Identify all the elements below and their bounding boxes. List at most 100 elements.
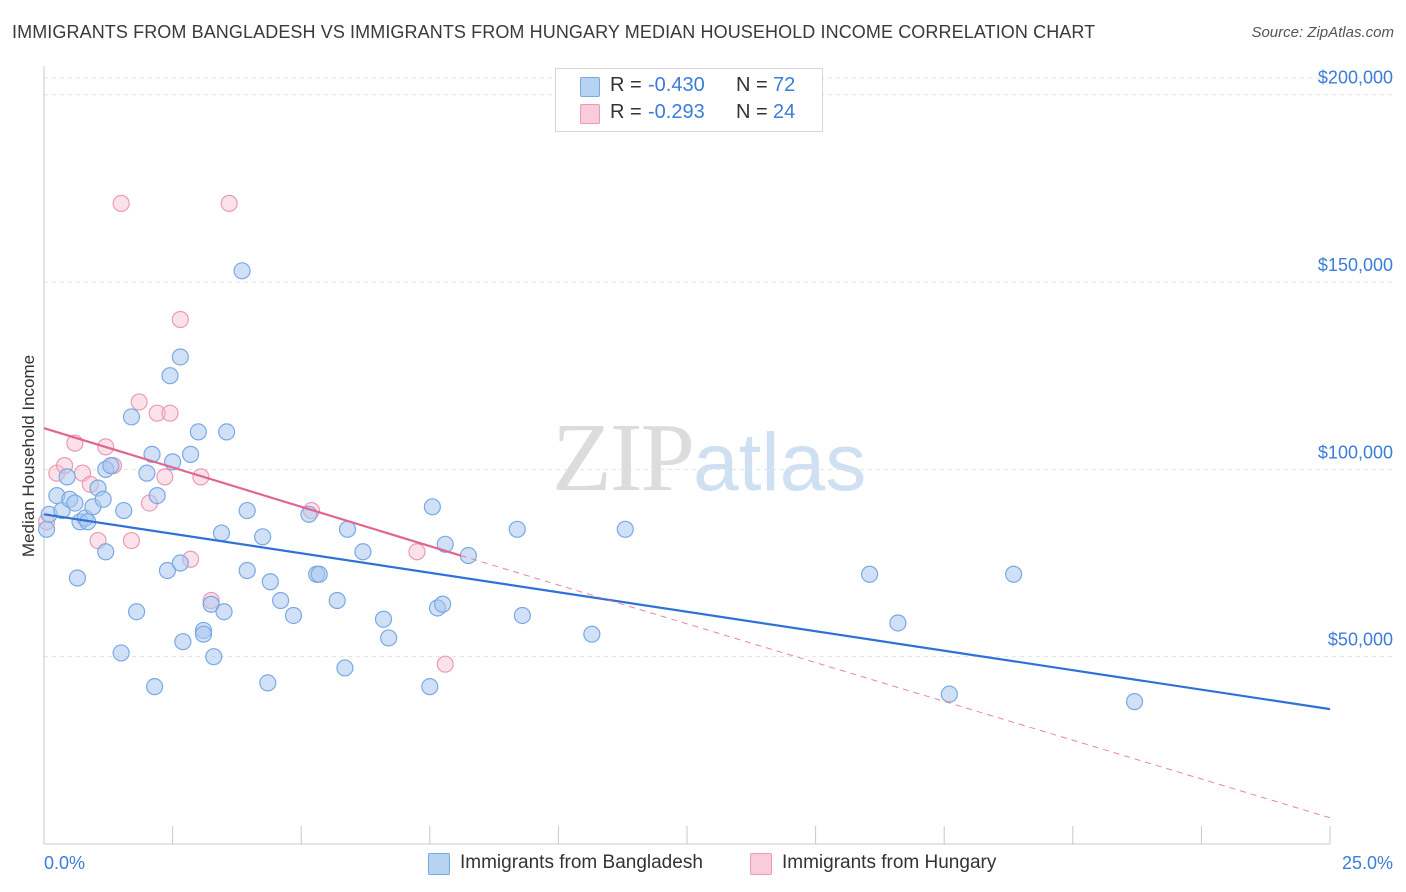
- hungary-point: [156, 468, 174, 486]
- hungary-point: [130, 393, 148, 411]
- bangladesh-point: [161, 367, 179, 385]
- hungary-point: [220, 194, 238, 212]
- tick-labels: $50,000 $100,000 $150,000 $200,000 0.0% 25.0%: [44, 68, 1393, 873]
- bottom-legend-swatch-blue: [428, 853, 450, 875]
- bangladesh-point: [616, 520, 634, 538]
- source-credit: Source: ZipAtlas.com: [1251, 24, 1394, 41]
- legend-n-value: 72: [773, 74, 796, 96]
- bangladesh-point: [423, 498, 441, 516]
- bangladesh-point: [145, 678, 164, 696]
- bangladesh-point: [218, 423, 236, 441]
- bangladesh-point: [1125, 693, 1144, 711]
- bangladesh-point: [233, 262, 251, 280]
- bangladesh-point: [259, 674, 277, 692]
- bangladesh-point: [238, 561, 256, 580]
- bangladesh-point: [508, 520, 526, 538]
- y-tick-label: $150,000: [1318, 255, 1393, 275]
- hungary-point: [122, 531, 141, 550]
- bangladesh-point: [194, 625, 213, 643]
- bangladesh-point: [272, 591, 290, 610]
- bangladesh-point: [102, 457, 120, 475]
- bangladesh-point: [336, 659, 354, 677]
- bangladesh-point: [261, 573, 279, 591]
- bangladesh-point: [37, 520, 56, 538]
- legend-r-label: R =: [610, 74, 642, 96]
- x-tick-label: 25.0%: [1342, 853, 1393, 873]
- bangladesh-point: [174, 633, 192, 651]
- bangladesh-point: [436, 535, 454, 553]
- axes: [43, 66, 1331, 845]
- bangladesh-point: [861, 565, 879, 583]
- bangladesh-point: [434, 595, 452, 613]
- bangladesh-point: [889, 614, 907, 632]
- bangladesh-point: [158, 561, 177, 580]
- x-tick-label: 0.0%: [44, 853, 85, 873]
- legend-n-label: N =: [736, 74, 768, 96]
- y-axis-label: Median Household Income: [19, 355, 38, 557]
- bangladesh-point: [68, 569, 87, 587]
- y-tick-label: $50,000: [1328, 630, 1393, 650]
- legend-r-value: -0.430: [648, 74, 705, 96]
- bangladesh-point: [380, 629, 398, 647]
- bottom-legend-swatch-pink: [750, 853, 772, 875]
- bangladesh-trend-line: [43, 513, 1331, 711]
- hungary-points: [37, 194, 454, 673]
- hungary-point: [148, 404, 166, 422]
- hungary-point: [436, 655, 454, 673]
- bangladesh-point: [583, 625, 601, 643]
- bangladesh-point: [205, 648, 223, 666]
- bangladesh-point: [148, 486, 166, 505]
- bangladesh-point: [97, 543, 115, 561]
- bangladesh-point: [238, 501, 256, 520]
- bangladesh-point: [1005, 565, 1023, 583]
- legend-n-label: N =: [736, 101, 768, 123]
- trend-lines: [43, 427, 1331, 819]
- bangladesh-point: [94, 490, 112, 508]
- chart-title: IMMIGRANTS FROM BANGLADESH VS IMMIGRANTS…: [12, 22, 1096, 42]
- bangladesh-point: [143, 445, 161, 463]
- hungary-point: [408, 543, 426, 561]
- bangladesh-point: [115, 501, 133, 520]
- hungary-trend-line: [43, 427, 461, 557]
- hungary-point: [112, 194, 130, 212]
- hungary-point: [171, 310, 189, 329]
- bangladesh-point: [459, 546, 477, 565]
- bangladesh-point: [215, 603, 233, 621]
- bangladesh-point: [171, 348, 189, 366]
- bottom-legend-label: Immigrants from Bangladesh: [460, 852, 703, 873]
- bangladesh-point: [171, 554, 189, 572]
- y-tick-label: $200,000: [1318, 68, 1393, 88]
- bangladesh-point: [138, 464, 156, 482]
- bangladesh-point: [940, 685, 958, 703]
- bangladesh-points: [37, 262, 1144, 711]
- bangladesh-point: [212, 524, 231, 542]
- bangladesh-point: [58, 468, 76, 486]
- bangladesh-point: [182, 445, 200, 463]
- bangladesh-point: [66, 494, 84, 512]
- bangladesh-point: [202, 595, 220, 613]
- bangladesh-point: [122, 408, 141, 426]
- hungary-trend-extension: [460, 555, 1331, 819]
- bangladesh-point: [112, 644, 130, 662]
- watermark-zip: ZIP: [552, 404, 695, 512]
- legend-r-label: R =: [610, 101, 642, 123]
- watermark-atlas: atlas: [693, 417, 867, 508]
- bottom-legend-label: Immigrants from Hungary: [782, 852, 997, 873]
- y-tick-label: $100,000: [1318, 442, 1393, 462]
- bangladesh-point: [513, 606, 531, 625]
- correlation-legend: R = -0.430 N = 72 R = -0.293 N = 24: [555, 68, 823, 132]
- bangladesh-point: [284, 606, 303, 625]
- bangladesh-point: [421, 678, 439, 696]
- bangladesh-point: [354, 543, 372, 561]
- bangladesh-point: [328, 591, 346, 610]
- bangladesh-point: [189, 423, 207, 441]
- legend-r-value: -0.293: [648, 101, 705, 123]
- hungary-point: [161, 404, 179, 422]
- bangladesh-point: [127, 603, 146, 621]
- bangladesh-point: [374, 610, 393, 628]
- legend-n-value: 24: [773, 101, 796, 123]
- bangladesh-point: [254, 528, 272, 546]
- bangladesh-point: [310, 565, 328, 583]
- legend-swatch-blue: [580, 77, 600, 97]
